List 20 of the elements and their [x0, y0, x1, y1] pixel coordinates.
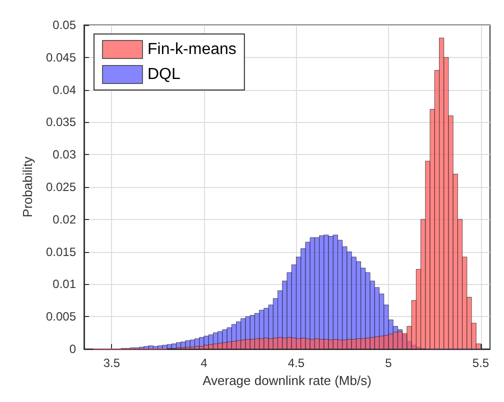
y-tick-label: 0.03 [52, 148, 76, 162]
x-tick-label: 4.5 [288, 356, 305, 370]
x-axis-title: Average downlink rate (Mb/s) [202, 373, 372, 388]
y-tick-label: 0.025 [46, 180, 76, 194]
y-tick-label: 0.035 [46, 115, 76, 130]
y-tick-label: 0.05 [52, 18, 76, 32]
y-tick-label: 0.02 [52, 212, 76, 226]
x-tick-label: 5.5 [472, 356, 490, 370]
legend-label: DQL [148, 66, 180, 83]
y-tick-label: 0.015 [46, 244, 76, 259]
y-tick-label: 0 [69, 342, 76, 356]
y-tick-label: 0.01 [52, 277, 76, 292]
y-tick-label: 0.005 [46, 310, 76, 324]
x-tick-label: 5 [385, 356, 392, 370]
x-tick-label: 4 [200, 356, 208, 370]
legend-label: Fin-k-means [148, 41, 236, 58]
x-tick-label: 3.5 [103, 356, 120, 370]
y-tick-label: 0.04 [52, 82, 76, 97]
y-axis-title: Probability [20, 156, 35, 218]
y-tick-label: 0.045 [46, 50, 76, 64]
